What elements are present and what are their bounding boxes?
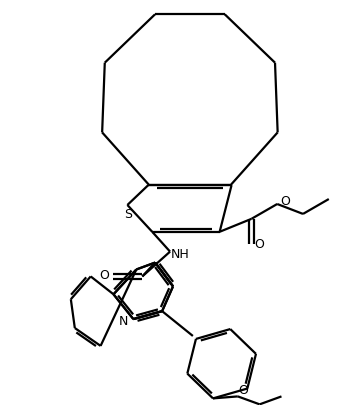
Text: NH: NH <box>171 248 189 261</box>
Text: O: O <box>280 195 290 208</box>
Text: O: O <box>255 238 264 251</box>
Text: N: N <box>119 315 128 328</box>
Text: S: S <box>124 208 132 221</box>
Text: O: O <box>99 269 109 282</box>
Text: O: O <box>238 384 248 397</box>
